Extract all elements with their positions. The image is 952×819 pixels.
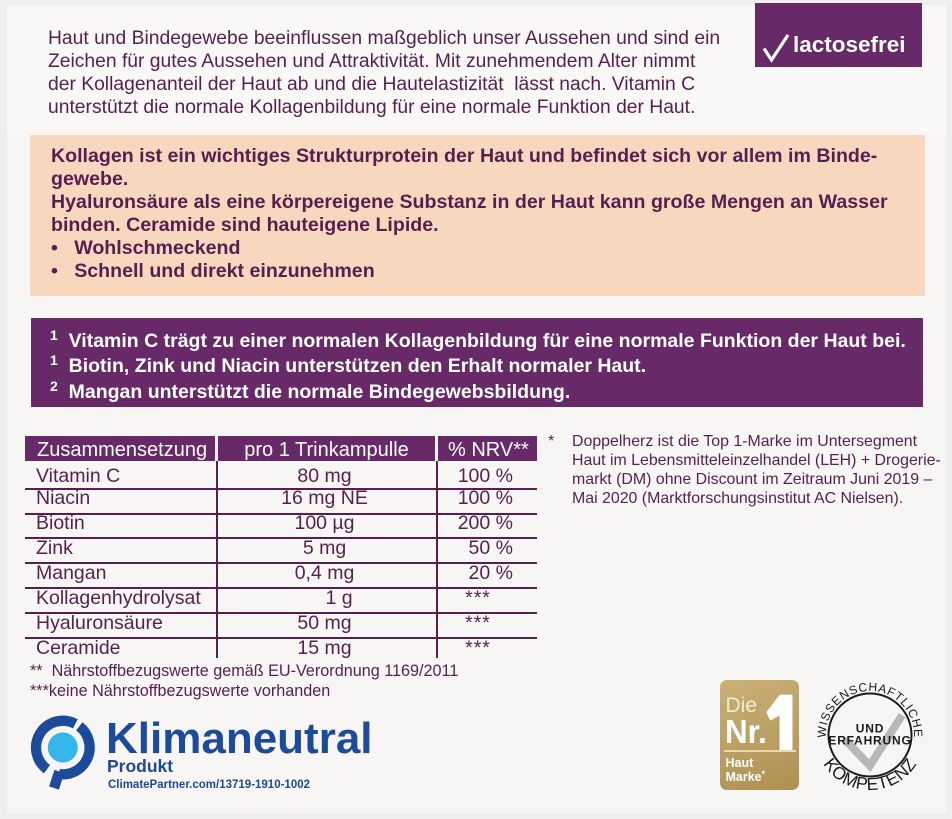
svg-text:ERFAHRUNG: ERFAHRUNG xyxy=(828,734,911,748)
svg-text:UND: UND xyxy=(856,722,884,736)
